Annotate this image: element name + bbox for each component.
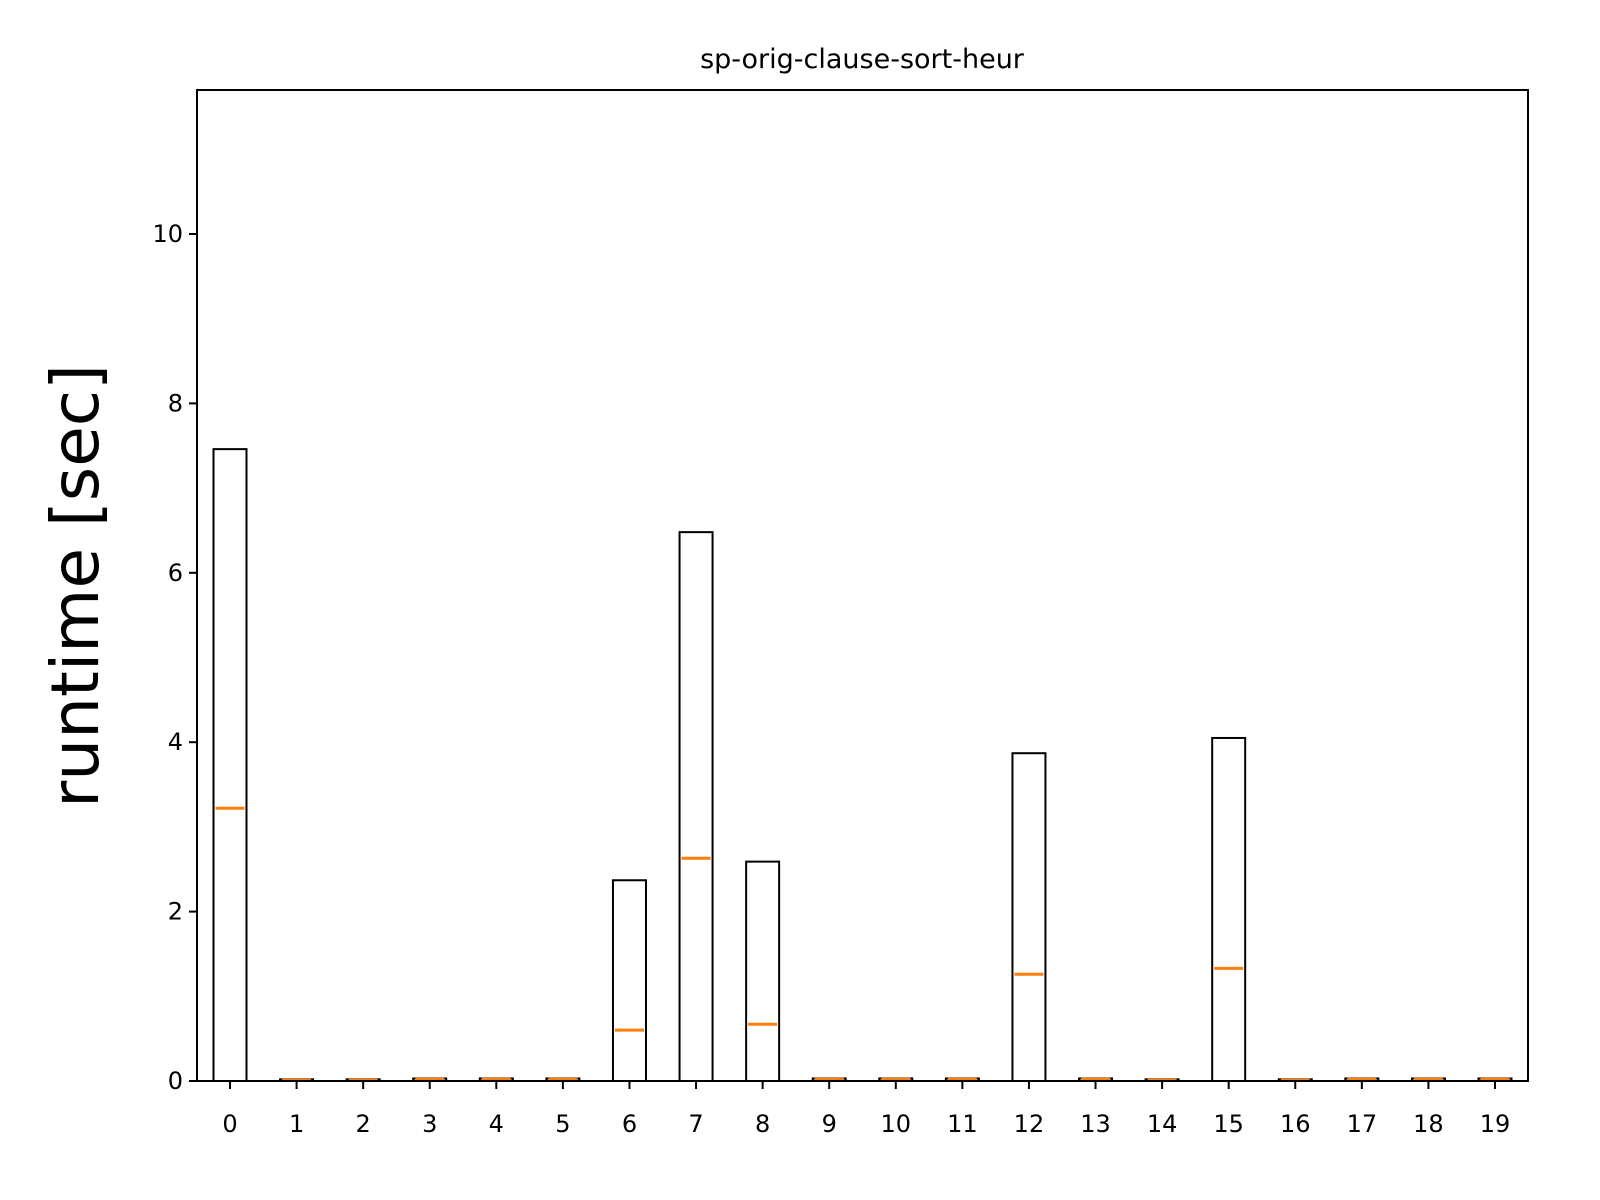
y-axis-label: runtime [sec] (37, 364, 114, 808)
bar (745, 860, 781, 1082)
x-tick-label: 2 (356, 1110, 371, 1138)
y-tick-label: 4 (168, 728, 183, 756)
x-tick-label: 1 (289, 1110, 304, 1138)
plot-frame (196, 89, 1529, 1082)
x-tick-label: 18 (1413, 1110, 1444, 1138)
x-tick-label: 9 (822, 1110, 837, 1138)
x-tick-label: 13 (1080, 1110, 1111, 1138)
y-tick-label: 6 (168, 559, 183, 587)
x-tick-label: 14 (1147, 1110, 1178, 1138)
chart-title: sp-orig-clause-sort-heur (700, 44, 1025, 75)
x-tick-label: 4 (489, 1110, 504, 1138)
bar (212, 448, 248, 1082)
x-tick-label: 16 (1280, 1110, 1311, 1138)
x-tick-label: 3 (422, 1110, 437, 1138)
y-tick-label: 2 (168, 898, 183, 926)
x-tick-label: 12 (1014, 1110, 1045, 1138)
bar (678, 531, 714, 1082)
x-tick-label: 11 (947, 1110, 978, 1138)
x-tick-label: 15 (1213, 1110, 1244, 1138)
x-tick-label: 10 (881, 1110, 912, 1138)
x-tick-label: 17 (1347, 1110, 1378, 1138)
x-tick-label: 6 (622, 1110, 637, 1138)
y-tick-label: 8 (168, 389, 183, 417)
bar (611, 879, 647, 1082)
x-tick-label: 7 (688, 1110, 703, 1138)
y-tick-label: 10 (152, 220, 183, 248)
x-tick-label: 19 (1480, 1110, 1511, 1138)
x-tick-label: 8 (755, 1110, 770, 1138)
x-tick-label: 0 (222, 1110, 237, 1138)
bar (1011, 752, 1047, 1082)
y-tick-label: 0 (168, 1067, 183, 1095)
x-tick-label: 5 (555, 1110, 570, 1138)
bar (1211, 736, 1247, 1082)
